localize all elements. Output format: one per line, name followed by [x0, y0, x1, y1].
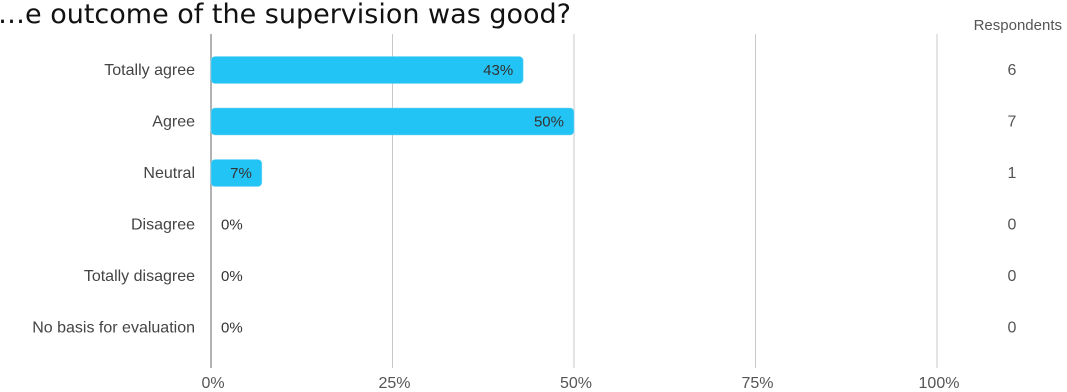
- data-label: 0%: [221, 217, 243, 234]
- category-label: No basis for evaluation: [32, 320, 195, 337]
- x-tick-label: 100%: [919, 375, 960, 392]
- respondents-header: Respondents: [974, 17, 1062, 34]
- bars: 43% 50% 7% 0% 0% 0%: [210, 56, 575, 337]
- category-label: Agree: [152, 114, 195, 131]
- x-tick-label: 25%: [378, 375, 410, 392]
- respondent-count: 0: [1008, 320, 1017, 337]
- respondent-count: 6: [1008, 62, 1017, 79]
- category-label: Disagree: [131, 217, 195, 234]
- respondent-count: 7: [1008, 114, 1017, 131]
- data-label: 43%: [483, 62, 513, 79]
- chart-title: …e outcome of the supervision was good?: [0, 0, 571, 30]
- respondent-counts: 6 7 1 0 0 0: [1008, 62, 1017, 337]
- bar: [210, 159, 263, 187]
- x-tick-label: 75%: [741, 375, 773, 392]
- category-label: Neutral: [143, 165, 195, 182]
- respondent-count: 0: [1008, 217, 1017, 234]
- gridlines: [210, 34, 938, 368]
- data-label: 50%: [534, 114, 564, 131]
- x-tick-labels: 0% 25% 50% 75% 100%: [201, 375, 959, 392]
- x-tick-label: 0%: [201, 375, 224, 392]
- bar: [210, 107, 575, 136]
- data-label: 7%: [230, 165, 252, 182]
- respondent-count: 0: [1008, 268, 1017, 285]
- category-labels: Totally agree Agree Neutral Disagree Totally…: [32, 62, 195, 337]
- category-label: Totally disagree: [84, 268, 195, 285]
- data-label: 0%: [221, 268, 243, 285]
- bar: [210, 56, 524, 84]
- x-tick-label: 50%: [560, 375, 592, 392]
- respondent-count: 1: [1008, 165, 1017, 182]
- data-label: 0%: [221, 320, 243, 337]
- category-label: Totally agree: [104, 62, 195, 79]
